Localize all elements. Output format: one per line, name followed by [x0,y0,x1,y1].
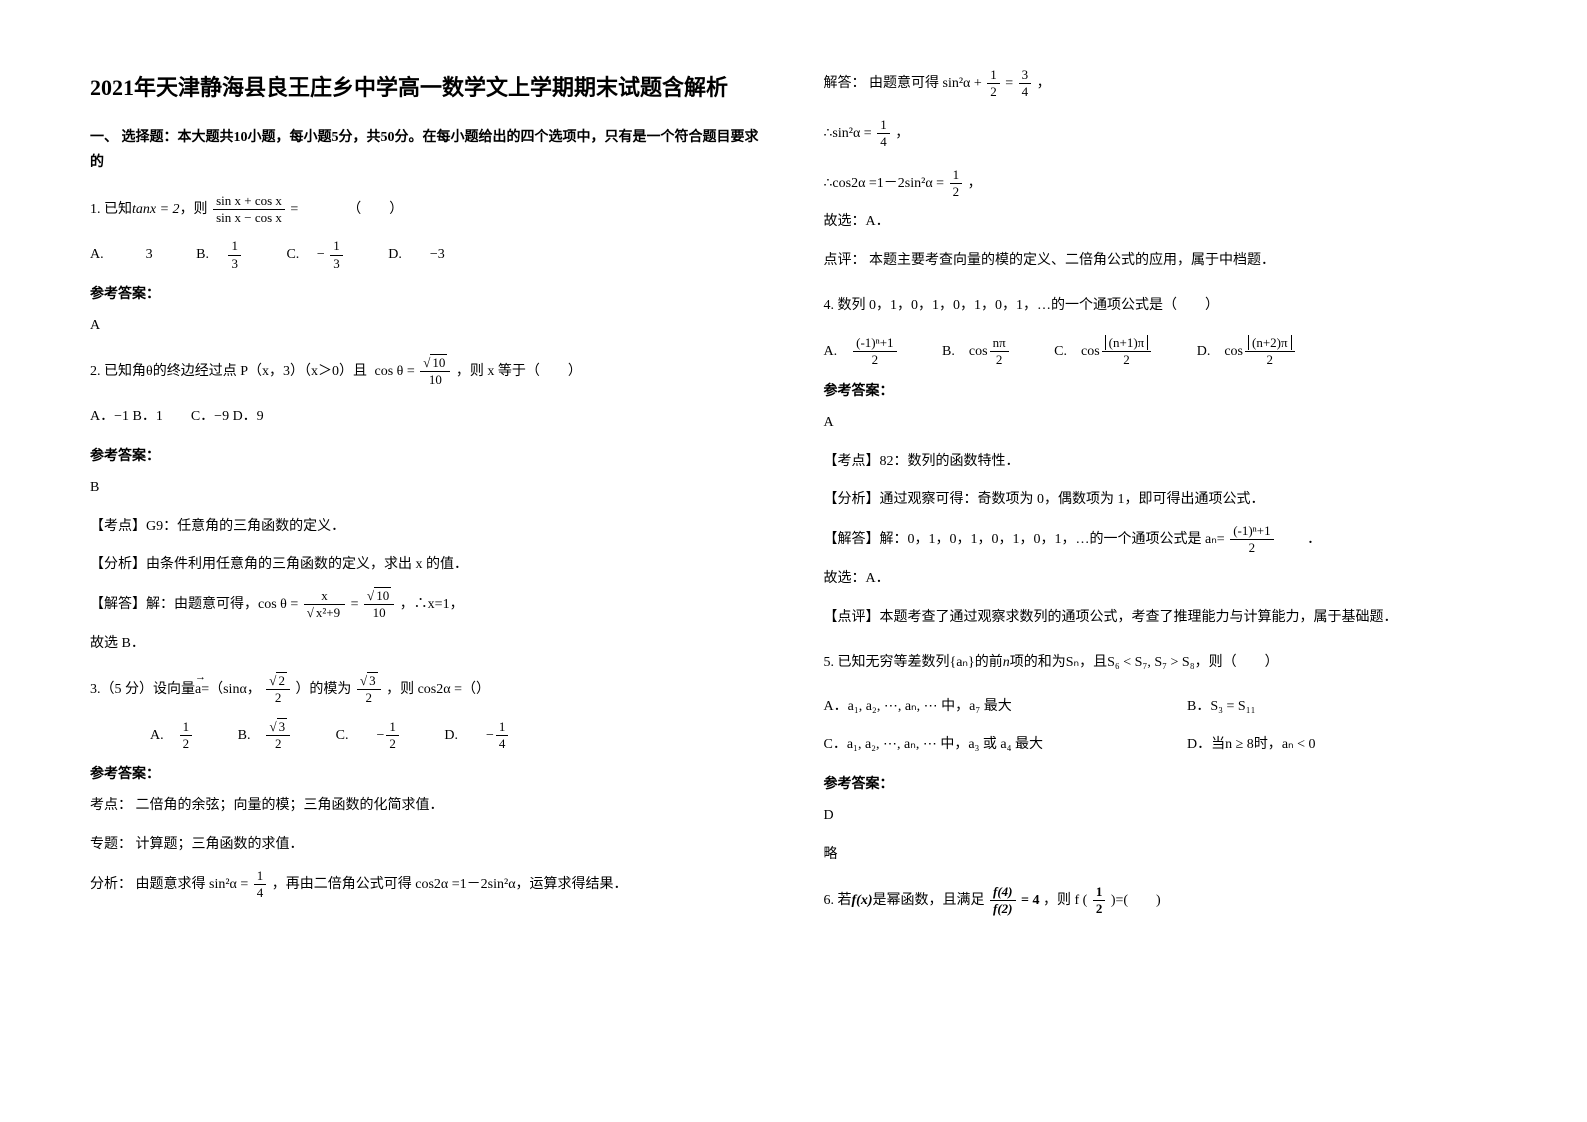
q5-answer: D [824,801,1498,832]
q3-opt-a: A. 12 [150,720,194,752]
q2-kaodian: 【考点】G9：任意角的三角函数的定义． [90,512,764,543]
q3-opt-c: C. −12 [336,720,401,752]
q4-opt-c: C. cos(n+1)π2 [1054,336,1153,368]
q1-opt-a: A. 3 [90,240,153,271]
q5-opt-b: B．S₃ = S₁₁ [1187,692,1255,723]
page-title: 2021年天津静海县良王庄乡中学高一数学文上学期期末试题含解析 [90,70,764,105]
q1-tanx: tanx = 2 [132,202,180,217]
q1-opt-d: D. −3 [388,240,445,271]
q3-opt-d: D. −14 [444,720,510,752]
q4-opt-d: D. cos(n+2)π2 [1197,336,1297,368]
vector-a: a [195,675,201,706]
q4-opt-a: A. (-1)ⁿ+12 [824,336,899,368]
q4-options: A. (-1)ⁿ+12 B. cosnπ2 C. cos(n+1)π2 D. c… [824,336,1498,368]
q1-options: A. 3 B. 13 C. − 13 D. −3 [90,239,764,271]
q3-opt-b: B. √32 [238,720,292,752]
q1-opt-c: C. − 13 [286,239,344,271]
q5-opt-a: A．a₁, a₂, ⋯, aₙ, ⋯ 中，a₇ 最大 [824,692,1144,723]
q3-solution-line3: ∴cos2α =1－2sin²α = 12 ， [824,168,1498,200]
q3-kaodian: 考点： 二倍角的余弦；向量的模；三角函数的化简求值． [90,791,764,822]
problem-4: 4. 数列 0，1，0，1，0，1，0，1，…的一个通项公式是（ ） [824,291,1498,322]
q2-fenxi: 【分析】由条件利用任意角的三角函数的定义，求出 x 的值． [90,550,764,581]
q1-answer-label: 参考答案： [90,283,764,303]
q4-opt-b: B. cosnπ2 [942,336,1011,368]
q5-opt-d: D．当n ≥ 8时，aₙ < 0 [1187,730,1316,761]
q2-options: A．−1 B．1 C．−9 D．9 [90,402,764,433]
q2-answer-label: 参考答案： [90,445,764,465]
q5-lue: 略 [824,840,1498,871]
q3-solution-line2: ∴sin²α = 14 ， [824,118,1498,150]
q2-solution: 【解答】解：由题意可得，cos θ = x √x²+9 = √10 10 ，∴x… [90,589,764,621]
q4-kaodian: 【考点】82：数列的函数特性． [824,447,1498,478]
problem-3: 3.（5 分）设向量a=（sinα， √22 ）的模为 √32 ，则 cos2α… [90,674,764,706]
q2-answer: B [90,473,764,504]
q3-zhuanti: 专题： 计算题；三角函数的求值． [90,830,764,861]
q4-solution: 【解答】解：0，1，0，1，0，1，0，1，…的一个通项公式是 aₙ= (-1)… [824,524,1498,556]
q1-fraction: sin x + cos x sin x − cos x [213,194,285,226]
q2-fraction: √10 10 [420,356,450,388]
q1-opt-b: B. 13 [196,239,243,271]
q2-pick: 故选 B． [90,629,764,660]
q5-opt-c: C．a₁, a₂, ⋯, aₙ, ⋯ 中，a₃ 或 a₄ 最大 [824,730,1144,761]
q5-answer-label: 参考答案： [824,773,1498,793]
q4-fenxi: 【分析】通过观察可得：奇数项为 0，偶数项为 1，即可得出通项公式． [824,485,1498,516]
problem-1: 1. 已知tanx = 2，则 sin x + cos x sin x − co… [90,194,764,226]
q1-stem-pre: 1. 已知 [90,202,132,217]
q1-answer: A [90,311,764,342]
q3-pick: 故选：A． [824,207,1498,238]
q4-answer-label: 参考答案： [824,380,1498,400]
q4-answer: A [824,408,1498,439]
q5-options-row2: C．a₁, a₂, ⋯, aₙ, ⋯ 中，a₃ 或 a₄ 最大 D．当n ≥ 8… [824,730,1498,761]
q3-options: A. 12 B. √32 C. −12 D. −14 [90,720,764,752]
q5-options-row1: A．a₁, a₂, ⋯, aₙ, ⋯ 中，a₇ 最大 B．S₃ = S₁₁ [824,692,1498,723]
problem-5: 5. 已知无穷等差数列{aₙ}的前n项的和为Sₙ，且S₆ < S₇, S₇ > … [824,648,1498,679]
q3-dianping: 点评： 本题主要考查向量的模的定义、二倍角公式的应用，属于中档题． [824,246,1498,277]
q4-dianping: 【点评】本题考查了通过观察求数列的通项公式，考查了推理能力与计算能力，属于基础题… [824,603,1498,634]
q1-stem-post: = （ ） [290,202,403,217]
q1-stem-mid: ，则 [180,202,208,217]
problem-6: 6. 若f(x)是幂函数，且满足 f(4)f(2) = 4 ，则 f ( 12 … [824,885,1498,917]
problem-2: 2. 已知角θ的终边经过点 P（x，3）（x＞0）且 cos θ = √10 1… [90,356,764,388]
section-1-heading: 一、 选择题：本大题共10小题，每小题5分，共50分。在每小题给出的四个选项中，… [90,125,764,175]
q4-pick: 故选：A． [824,564,1498,595]
q3-answer-label: 参考答案： [90,763,764,783]
q3-fenxi: 分析： 由题意求得 sin²α = 14 ，再由二倍角公式可得 cos2α =1… [90,869,764,901]
q3-solution-line1: 解答： 由题意可得 sin²α + 12 = 34 ， [824,68,1498,100]
